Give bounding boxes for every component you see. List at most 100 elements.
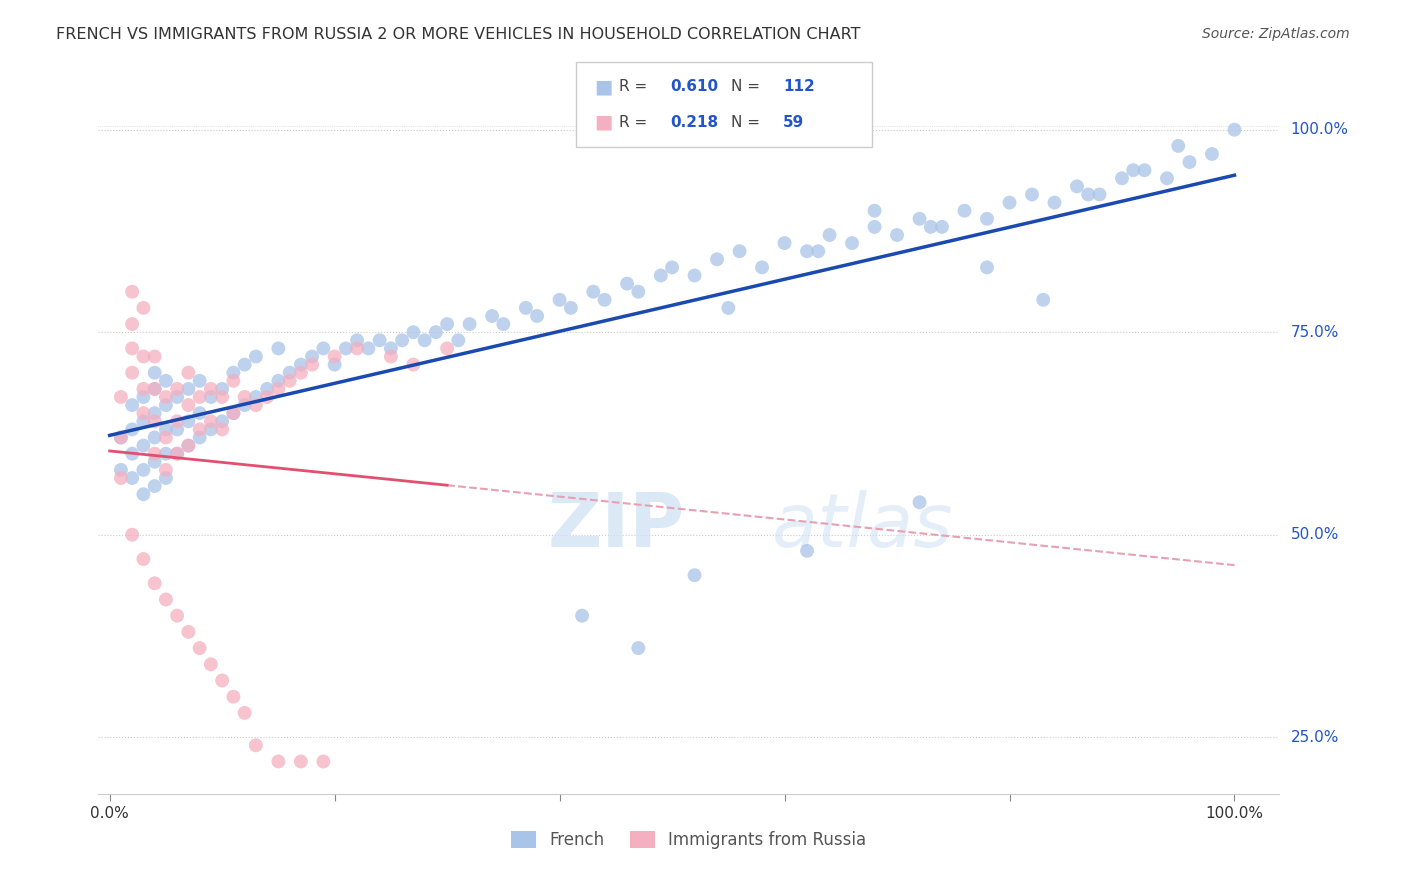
Point bbox=[132, 463, 155, 477]
Point bbox=[616, 277, 638, 291]
Point bbox=[807, 244, 830, 259]
Point bbox=[110, 471, 132, 485]
Point bbox=[188, 406, 211, 420]
Text: atlas: atlas bbox=[772, 490, 953, 562]
Point bbox=[177, 366, 200, 380]
Point bbox=[121, 471, 143, 485]
Point bbox=[155, 471, 177, 485]
Point bbox=[110, 430, 132, 444]
Point bbox=[121, 285, 143, 299]
Point bbox=[706, 252, 728, 267]
Point bbox=[267, 755, 290, 769]
Point bbox=[155, 447, 177, 461]
Point bbox=[1178, 155, 1201, 169]
Point bbox=[908, 211, 931, 226]
Point bbox=[233, 390, 256, 404]
Point bbox=[751, 260, 773, 275]
Point bbox=[166, 414, 188, 428]
Point bbox=[245, 390, 267, 404]
Point bbox=[121, 342, 143, 356]
Point bbox=[132, 406, 155, 420]
Point bbox=[278, 374, 301, 388]
Text: 0.610: 0.610 bbox=[671, 79, 718, 94]
Point bbox=[1133, 163, 1156, 178]
Point bbox=[425, 325, 447, 339]
Point bbox=[132, 487, 155, 501]
Point bbox=[796, 544, 818, 558]
Point bbox=[166, 390, 188, 404]
Point bbox=[998, 195, 1021, 210]
Point bbox=[200, 382, 222, 396]
Point bbox=[301, 350, 323, 364]
Point bbox=[380, 342, 402, 356]
Point bbox=[886, 227, 908, 242]
Point bbox=[211, 414, 233, 428]
Point bbox=[931, 219, 953, 234]
Point bbox=[323, 350, 346, 364]
Legend: French, Immigrants from Russia: French, Immigrants from Russia bbox=[505, 824, 873, 856]
Point bbox=[132, 301, 155, 315]
Point bbox=[211, 390, 233, 404]
Point bbox=[233, 398, 256, 412]
Point bbox=[143, 382, 166, 396]
Point bbox=[110, 390, 132, 404]
Point bbox=[582, 285, 605, 299]
Point bbox=[627, 285, 650, 299]
Point bbox=[436, 342, 458, 356]
Point bbox=[200, 657, 222, 672]
Point bbox=[177, 439, 200, 453]
Text: N =: N = bbox=[731, 79, 765, 94]
Point bbox=[863, 219, 886, 234]
Point bbox=[650, 268, 672, 283]
Point bbox=[661, 260, 683, 275]
Point bbox=[110, 463, 132, 477]
Point bbox=[222, 374, 245, 388]
Point bbox=[335, 342, 357, 356]
Point bbox=[1043, 195, 1066, 210]
Text: FRENCH VS IMMIGRANTS FROM RUSSIA 2 OR MORE VEHICLES IN HOUSEHOLD CORRELATION CHA: FRENCH VS IMMIGRANTS FROM RUSSIA 2 OR MO… bbox=[56, 27, 860, 42]
Point bbox=[166, 422, 188, 436]
Text: ZIP: ZIP bbox=[547, 490, 685, 563]
Point bbox=[143, 350, 166, 364]
Point bbox=[143, 382, 166, 396]
Point bbox=[290, 755, 312, 769]
Point bbox=[166, 382, 188, 396]
Point bbox=[177, 624, 200, 639]
Point bbox=[290, 366, 312, 380]
Point bbox=[920, 219, 942, 234]
Point bbox=[1077, 187, 1099, 202]
Text: 59: 59 bbox=[783, 115, 804, 129]
Text: ■: ■ bbox=[595, 77, 613, 96]
Text: 0.218: 0.218 bbox=[671, 115, 718, 129]
Point bbox=[560, 301, 582, 315]
Point bbox=[132, 350, 155, 364]
Point bbox=[548, 293, 571, 307]
Point bbox=[391, 333, 413, 347]
Point bbox=[683, 568, 706, 582]
Point bbox=[200, 414, 222, 428]
Point bbox=[818, 227, 841, 242]
Point bbox=[301, 358, 323, 372]
Point bbox=[166, 447, 188, 461]
Point bbox=[200, 422, 222, 436]
Point bbox=[143, 576, 166, 591]
Point bbox=[256, 390, 278, 404]
Point bbox=[188, 430, 211, 444]
Point bbox=[121, 398, 143, 412]
Point bbox=[773, 236, 796, 251]
Point bbox=[908, 495, 931, 509]
Point bbox=[143, 430, 166, 444]
Point bbox=[1032, 293, 1054, 307]
Point bbox=[121, 317, 143, 331]
Point bbox=[1066, 179, 1088, 194]
Text: R =: R = bbox=[619, 115, 652, 129]
Point bbox=[188, 390, 211, 404]
Text: 100.0%: 100.0% bbox=[1291, 122, 1348, 137]
Point bbox=[1021, 187, 1043, 202]
Point bbox=[346, 342, 368, 356]
Point bbox=[571, 608, 593, 623]
Point bbox=[222, 690, 245, 704]
Point bbox=[155, 592, 177, 607]
Point bbox=[188, 374, 211, 388]
Point bbox=[143, 447, 166, 461]
